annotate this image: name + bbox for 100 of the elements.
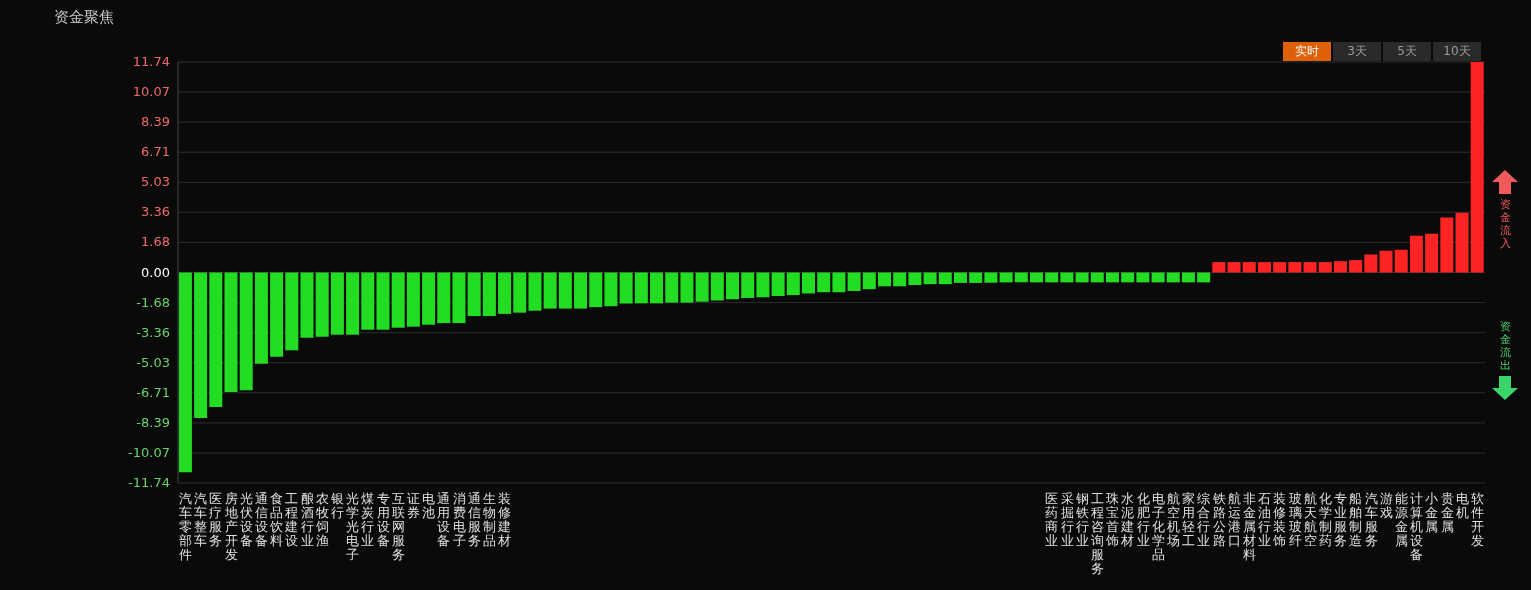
y-tick-label: 8.39 (141, 114, 170, 130)
bar (908, 272, 922, 286)
bar (878, 272, 891, 287)
x-tick-label: 证券 (407, 491, 421, 520)
bar (178, 272, 192, 473)
bar (1257, 262, 1271, 273)
bar (984, 272, 998, 283)
bar (467, 272, 481, 317)
bar (1060, 272, 1074, 283)
bar (756, 272, 770, 298)
bar (634, 272, 648, 304)
x-tick-label: 医药商业 (1045, 491, 1059, 548)
bar (346, 272, 360, 335)
x-tick-label: 小金属 (1425, 491, 1439, 534)
bar (391, 272, 405, 328)
x-tick-label: 农牧饲渔 (314, 491, 329, 548)
bar (452, 272, 466, 324)
x-tick-label: 酿酒行业 (300, 491, 314, 548)
x-tick-label: 能源金属 (1394, 491, 1408, 548)
bar (209, 272, 223, 407)
bar (437, 272, 451, 324)
x-tick-label: 钢铁行业 (1074, 491, 1089, 548)
x-tick-label: 通信服务 (467, 491, 481, 548)
x-tick-label: 装修装饰 (1272, 491, 1287, 548)
text: 5天 (1383, 42, 1431, 61)
bar (1394, 249, 1408, 273)
bar (832, 272, 846, 293)
bar (528, 272, 542, 311)
x-tick-label: 消费电子 (452, 491, 466, 548)
y-tick-label: -10.07 (128, 445, 170, 461)
x-tick-label: 光伏设备 (239, 491, 253, 548)
bar (1075, 272, 1089, 283)
y-tick-label: 11.74 (132, 54, 170, 69)
x-tick-label: 软件开发 (1470, 491, 1484, 548)
x-tick-label: 电机 (1455, 491, 1469, 520)
text: 资金流入 (1499, 198, 1511, 250)
bar (1242, 262, 1256, 273)
y-tick-label: 6.71 (141, 144, 170, 160)
bar (1318, 262, 1332, 273)
bar (1212, 262, 1226, 273)
x-tick-label: 玻璃玻纤 (1288, 491, 1302, 548)
text: 实时 (1283, 42, 1331, 61)
bar (498, 272, 512, 314)
bar (862, 272, 876, 290)
bar (1333, 261, 1347, 273)
bar (969, 272, 983, 283)
x-tick-label: 装修建材 (497, 491, 512, 548)
x-tick-label: 医疗服务 (209, 491, 223, 548)
x-tick-label: 采掘行业 (1060, 491, 1074, 548)
bar (771, 272, 785, 296)
x-tick-label: 计算机设备 (1410, 491, 1424, 562)
bar (1105, 272, 1119, 283)
y-tick-label: -3.36 (136, 324, 170, 340)
bar (953, 272, 967, 283)
bar (330, 272, 344, 335)
y-tick-label: 1.68 (141, 234, 170, 250)
bar (1197, 272, 1211, 283)
y-tick-label: -11.74 (128, 475, 170, 490)
bar (802, 272, 816, 294)
bar (1136, 272, 1150, 283)
bar (1409, 235, 1423, 273)
bar (710, 272, 724, 301)
x-tick-label: 化学制药 (1318, 491, 1332, 548)
text: 10天 (1433, 42, 1481, 61)
x-tick-label: 生物制品 (483, 491, 497, 548)
bar (254, 272, 268, 364)
bar (194, 272, 208, 419)
bar (938, 272, 952, 285)
bar (741, 272, 755, 298)
x-tick-label: 通用设备 (437, 491, 451, 548)
bar (270, 272, 284, 357)
bar (1151, 272, 1165, 283)
x-tick-label: 非金属材料 (1241, 491, 1256, 562)
bar (1045, 272, 1059, 283)
x-tick-label: 汽车服务 (1364, 491, 1378, 548)
bar (817, 272, 831, 293)
y-tick-label: 10.07 (132, 83, 170, 99)
x-tick-label: 工程咨询服务 (1090, 491, 1104, 576)
bar (224, 272, 238, 392)
x-tick-label: 专用设备 (376, 491, 390, 548)
bar (923, 272, 937, 285)
x-tick-label: 电池 (422, 491, 436, 520)
bar (1288, 262, 1302, 273)
x-tick-label: 航运港口 (1227, 491, 1241, 548)
bar (589, 272, 603, 308)
bar (315, 272, 329, 337)
bar (726, 272, 740, 300)
bar (847, 272, 861, 291)
x-tick-label: 珠宝首饰 (1105, 491, 1120, 548)
bar (406, 272, 420, 327)
x-tick-label: 银行 (330, 491, 345, 520)
bar (893, 272, 907, 287)
bar (680, 272, 694, 303)
bar (650, 272, 664, 304)
x-tick-label: 光学光电子 (346, 491, 360, 562)
y-tick-label: 0.00 (141, 264, 170, 280)
y-tick-label: 3.36 (141, 204, 170, 220)
bar (1379, 250, 1393, 273)
x-tick-label: 水泥建材 (1120, 491, 1135, 548)
text: 资金流出 (1499, 320, 1511, 372)
